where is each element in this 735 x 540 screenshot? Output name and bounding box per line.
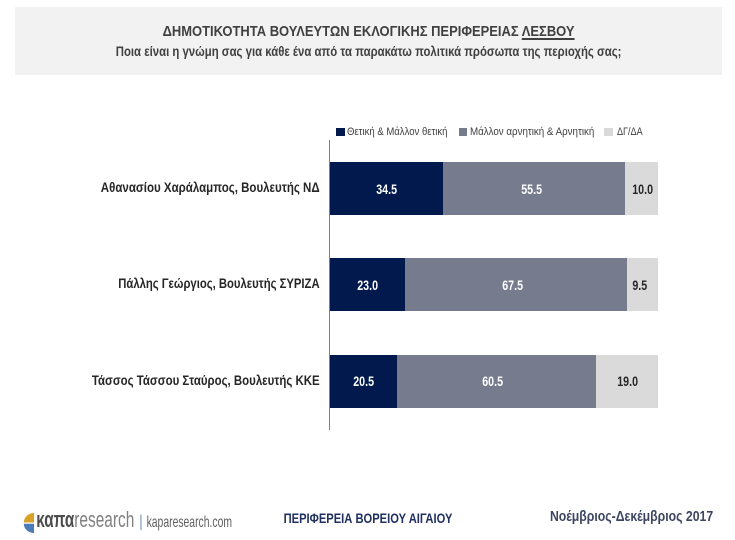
svg-text:research: research xyxy=(74,507,134,532)
svg-text:kaparesearch.com: kaparesearch.com xyxy=(147,514,232,531)
svg-text:καπα: καπα xyxy=(36,507,74,532)
